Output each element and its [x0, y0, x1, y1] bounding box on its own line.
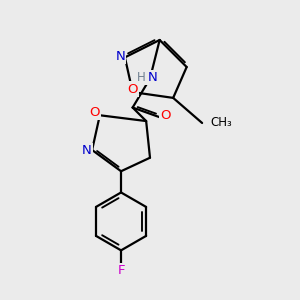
Text: N: N [116, 50, 125, 63]
Text: N: N [148, 71, 158, 84]
Text: O: O [128, 82, 138, 95]
Text: O: O [89, 106, 100, 119]
Text: N: N [82, 144, 92, 157]
Text: H: H [137, 71, 146, 84]
Text: O: O [160, 109, 170, 122]
Text: F: F [117, 264, 125, 277]
Text: CH₃: CH₃ [211, 116, 232, 130]
